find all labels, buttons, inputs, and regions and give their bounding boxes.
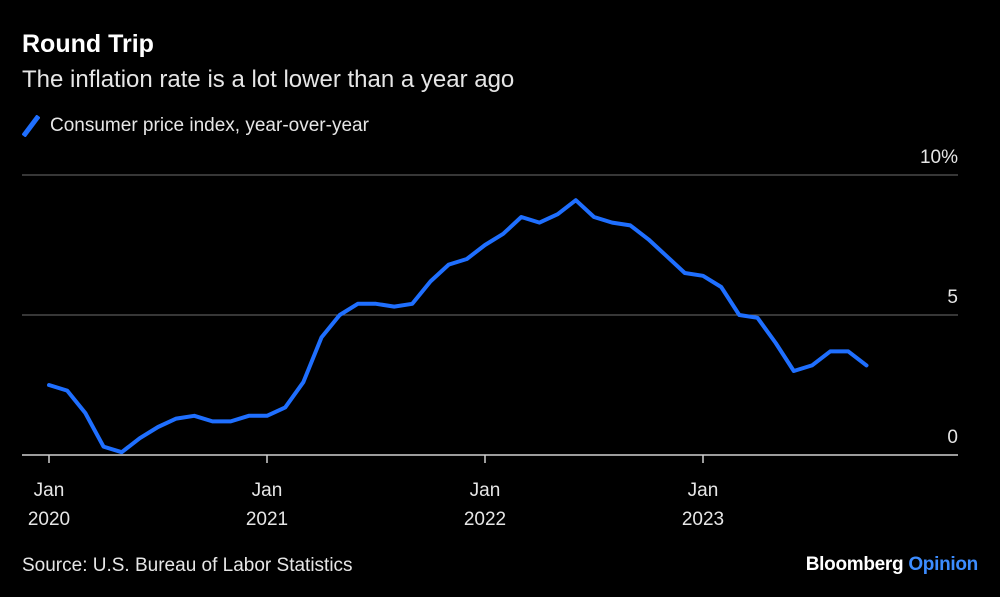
brand-main: Bloomberg [805,554,904,575]
source-note: Source: U.S. Bureau of Labor Statistics [22,555,353,576]
legend-line-icon [22,115,40,137]
y-tick-label: 10% [920,147,958,168]
chart-title: Round Trip [22,30,154,58]
x-tick-label-month: Jan [252,480,283,501]
x-tick-label-year: 2022 [464,509,506,530]
x-tick-label-month: Jan [688,480,719,501]
brand-logo: Bloomberg Opinion [805,554,979,576]
x-tick-label-year: 2023 [682,509,724,530]
cpi-series-line [47,198,869,455]
legend-label: Consumer price index, year-over-year [50,115,369,136]
x-tick-label-year: 2020 [28,509,70,530]
chart-subtitle: The inflation rate is a lot lower than a… [22,66,515,93]
x-tick-label-month: Jan [470,480,501,501]
legend: Consumer price index, year-over-year [22,115,369,137]
y-tick-label: 0 [947,427,958,448]
x-tick-label-month: Jan [34,480,65,501]
brand-accent: Opinion [908,554,978,575]
y-tick-label: 5 [947,287,958,308]
x-tick-label-year: 2021 [246,509,288,530]
